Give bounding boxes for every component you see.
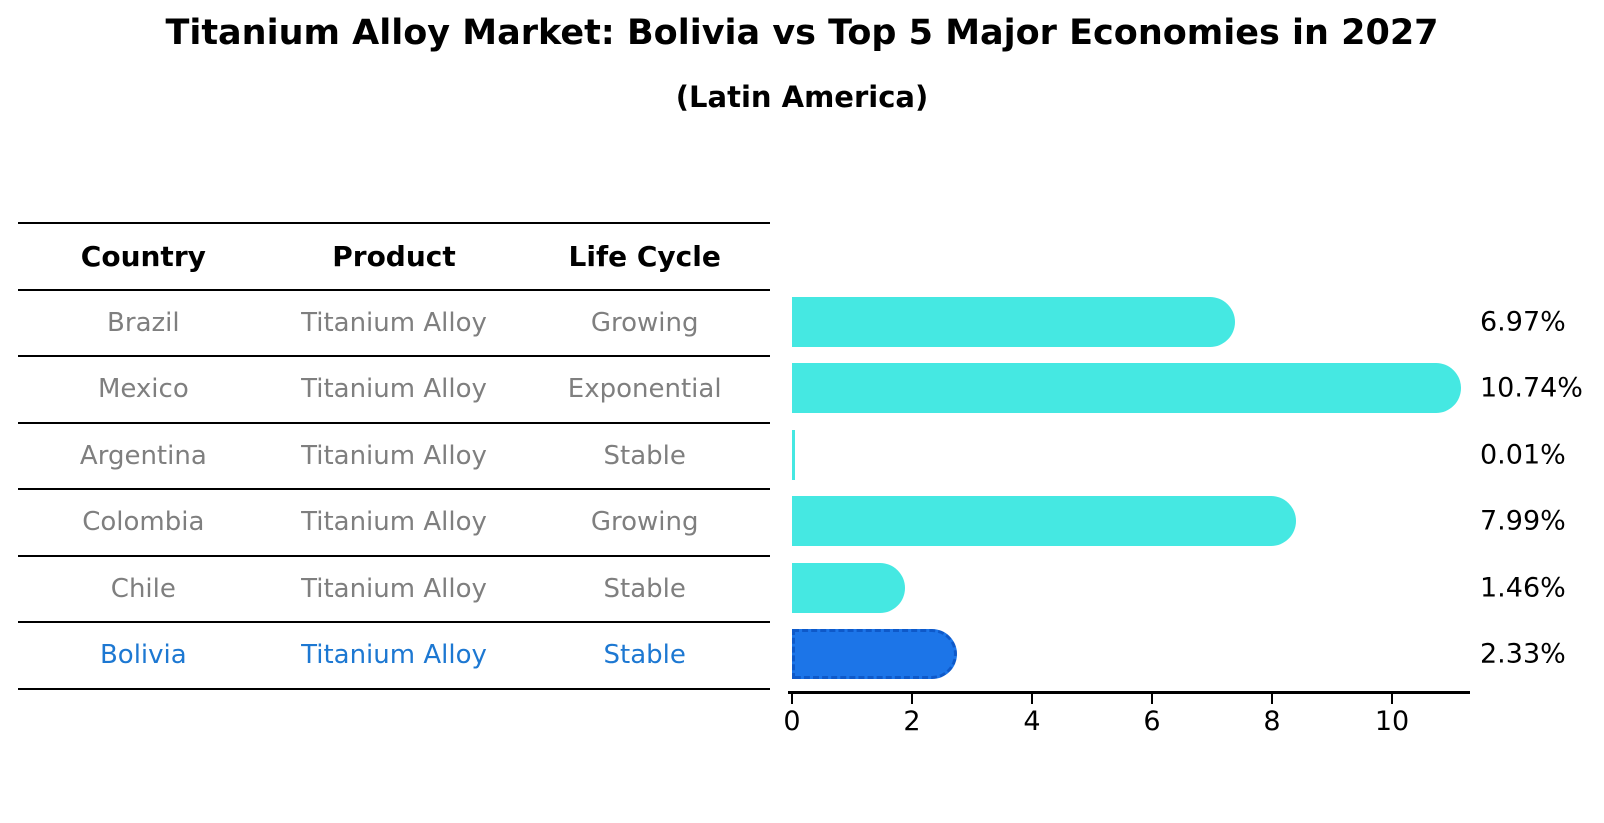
x-axis-tick-label: 4 [1023,706,1041,737]
table-row-chile: Chile Titanium Alloy Stable [18,554,770,622]
country-cell: Chile [110,573,176,604]
bar-colombia [792,496,1297,547]
country-cell: Bolivia [99,640,187,671]
table-row-argentina: Argentina Titanium Alloy Stable [18,421,770,489]
country-cell: Brazil [107,307,180,338]
x-axis-tick [790,691,794,704]
value-label-mexico: 10.74% [1480,372,1583,404]
product-cell: Titanium Alloy [301,573,487,604]
country-cell: Mexico [97,374,189,405]
value-label-colombia: 7.99% [1480,505,1566,537]
x-axis-tick-label: 2 [903,706,921,737]
value-label-chile: 1.46% [1480,572,1566,604]
product-cell: Titanium Alloy [301,307,487,338]
x-axis-line [788,691,1470,694]
bar-brazil [792,296,1236,347]
product-cell: Titanium Alloy [301,440,487,471]
lifecycle-cell: Growing [590,307,699,338]
country-cell: Argentina [79,440,207,471]
column-header-lifecycle: Life Cycle [568,239,721,273]
bar-chile [792,562,905,613]
table-row-bolivia: Bolivia Titanium Alloy Stable [18,621,770,688]
table-row-mexico: Mexico Titanium Alloy Exponential [18,355,770,422]
bar-bolivia [792,629,957,680]
bar-argentina [792,429,795,480]
x-axis-tick [910,691,914,704]
column-header-product: Product [332,239,456,273]
chart-subtitle: (Latin America) [675,80,929,114]
table-body: Brazil Titanium Alloy Growing Mexico Titaniu… [18,288,770,688]
lifecycle-cell: Exponential [567,374,722,405]
product-cell: Titanium Alloy [301,374,487,405]
x-axis-tick-label: 6 [1143,706,1161,737]
x-axis-tick [1390,691,1394,704]
column-header-country: Country [80,239,206,273]
x-axis-tick-label: 10 [1374,706,1410,737]
x-axis-tick [1150,691,1154,704]
x-axis-tick [1270,691,1274,704]
country-table: Country Product Life Cycle Brazil Titaniu… [18,222,770,690]
table-row-colombia: Colombia Titanium Alloy Growing [18,488,770,555]
table-header-row: Country Product Life Cycle [18,222,770,289]
lifecycle-cell: Growing [590,507,699,538]
x-axis-tick [1030,691,1034,704]
product-cell: Titanium Alloy [301,640,487,671]
lifecycle-cell: Stable [603,440,686,471]
value-label-brazil: 6.97% [1480,306,1566,338]
value-label-argentina: 0.01% [1480,439,1566,471]
lifecycle-cell: Stable [603,640,686,671]
product-cell: Titanium Alloy [301,507,487,538]
table-row-brazil: Brazil Titanium Alloy Growing [18,288,770,356]
bar-mexico [792,363,1462,414]
value-label-bolivia: 2.33% [1480,638,1566,670]
country-cell: Colombia [82,507,205,538]
chart-title: Titanium Alloy Market: Bolivia vs Top 5 … [165,13,1439,53]
lifecycle-cell: Stable [603,573,686,604]
x-axis-tick-label: 0 [783,706,801,737]
x-axis-tick-label: 8 [1263,706,1281,737]
